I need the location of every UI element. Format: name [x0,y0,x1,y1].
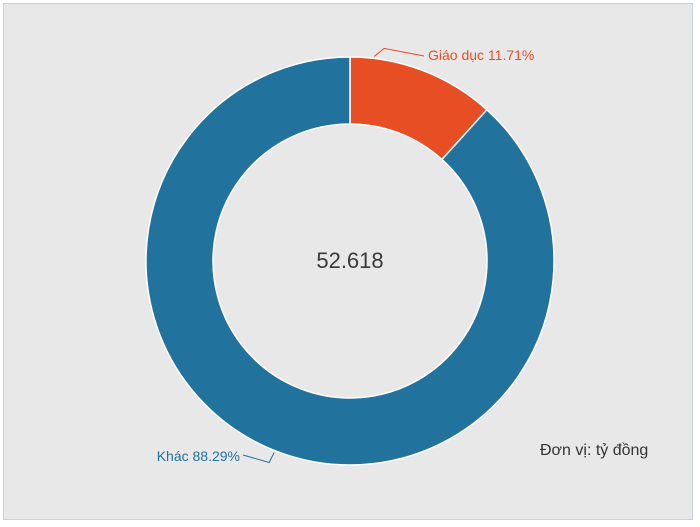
slice-label-giáo-dục: Giáo dục 11.71% [428,47,534,63]
labels-group: Giáo dục 11.71% Khác 88.29% [157,47,535,464]
slice-khác [145,56,555,466]
slices-group [145,56,555,466]
leader-line-khác [242,452,275,464]
slice-label-khác: Khác 88.29% [157,448,240,464]
leader-line-giáo-dục [373,47,425,57]
center-total-label: 52.618 [316,248,383,273]
unit-note: Đơn vị: tỷ đồng [540,442,649,459]
